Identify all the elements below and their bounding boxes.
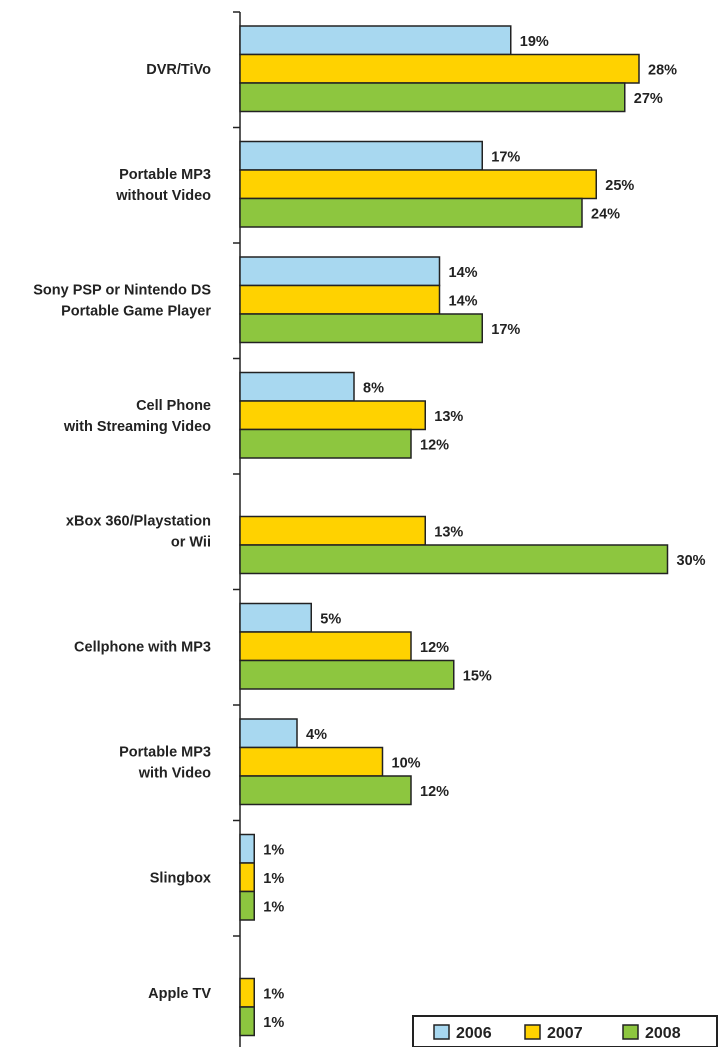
legend-swatch-2007 <box>525 1025 540 1039</box>
value-label: 25% <box>605 178 634 194</box>
legend-swatch-2006 <box>434 1025 449 1039</box>
bar-2006 <box>240 719 297 748</box>
category-labels: DVR/TiVo Portable MP3 without Video Sony PS… <box>33 62 211 1002</box>
value-label: 14% <box>449 265 478 281</box>
value-label: 8% <box>363 380 384 396</box>
y-axis <box>233 12 240 1047</box>
bar-2008 <box>240 83 625 112</box>
bar-2006 <box>240 257 440 286</box>
category-label: DVR/TiVo <box>146 62 211 78</box>
bar-2007 <box>240 863 254 892</box>
value-label: 1% <box>263 899 284 915</box>
bar-2008 <box>240 661 454 690</box>
category-label: xBox 360/Playstation or Wii <box>66 513 211 550</box>
category-label: Sony PSP or Nintendo DS Portable Game Pla… <box>33 282 211 319</box>
value-label: 27% <box>634 91 663 107</box>
value-label: 15% <box>463 668 492 684</box>
bar-2006 <box>240 835 254 864</box>
value-label: 24% <box>591 206 620 222</box>
legend-label-2007: 2007 <box>547 1025 583 1042</box>
value-label: 14% <box>449 293 478 309</box>
bar-2007 <box>240 286 440 315</box>
bar-2007 <box>240 55 639 84</box>
bar-2006 <box>240 373 354 402</box>
bar-2008 <box>240 892 254 921</box>
bar-2008 <box>240 314 482 343</box>
value-label: 17% <box>491 149 520 165</box>
bar-2007 <box>240 401 425 430</box>
category-label: Portable MP3 without Video <box>115 167 211 204</box>
value-label: 12% <box>420 784 449 800</box>
bar-2007 <box>240 748 383 777</box>
bar-2006 <box>240 26 511 55</box>
bar-2008 <box>240 1007 254 1036</box>
value-label: 1% <box>263 1015 284 1031</box>
value-label: 4% <box>306 727 327 743</box>
bar-2006 <box>240 604 311 633</box>
category-label: Cellphone with MP3 <box>74 639 211 655</box>
value-label: 5% <box>320 611 341 627</box>
bar-2008 <box>240 430 411 459</box>
bar-2006 <box>240 142 482 171</box>
value-label: 1% <box>263 871 284 887</box>
legend-swatch-2008 <box>623 1025 638 1039</box>
value-label: 28% <box>648 62 677 78</box>
bar-2007 <box>240 979 254 1008</box>
value-label: 1% <box>263 842 284 858</box>
value-label: 12% <box>420 640 449 656</box>
value-label: 12% <box>420 437 449 453</box>
value-label: 17% <box>491 322 520 338</box>
value-label: 13% <box>434 409 463 425</box>
legend-label-2006: 2006 <box>456 1025 492 1042</box>
category-label: Apple TV <box>148 986 211 1002</box>
category-label: Cell Phone with Streaming Video <box>63 398 211 435</box>
bar-2008 <box>240 545 668 574</box>
value-label: 10% <box>392 755 421 771</box>
legend-label-2008: 2008 <box>645 1025 681 1042</box>
bar-2008 <box>240 776 411 805</box>
bar-2007 <box>240 632 411 661</box>
value-label: 13% <box>434 524 463 540</box>
value-label: 19% <box>520 34 549 50</box>
bar-2008 <box>240 199 582 228</box>
value-label: 30% <box>677 553 706 569</box>
bar-2007 <box>240 170 596 199</box>
category-label: Portable MP3 with Video <box>119 744 211 781</box>
legend: 2006 2007 2008 <box>413 1016 717 1047</box>
value-label: 1% <box>263 986 284 1002</box>
bar-2007 <box>240 517 425 546</box>
category-label: Slingbox <box>150 870 211 886</box>
